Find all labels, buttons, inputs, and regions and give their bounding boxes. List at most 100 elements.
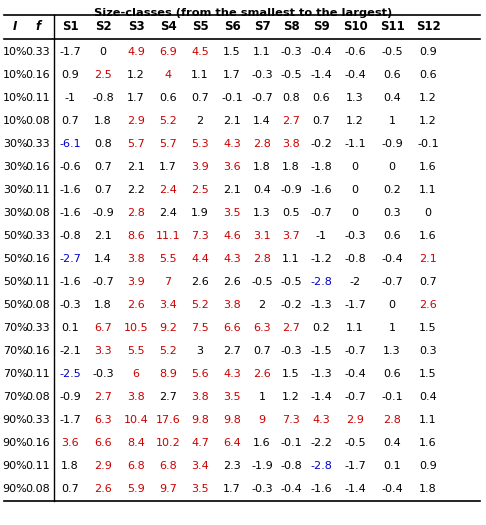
Text: 0.6: 0.6 xyxy=(312,93,330,103)
Text: 0.08: 0.08 xyxy=(26,392,51,402)
Text: -0.4: -0.4 xyxy=(381,254,403,264)
Text: 11.1: 11.1 xyxy=(156,231,180,241)
Text: 0.33: 0.33 xyxy=(26,231,51,241)
Text: 50%: 50% xyxy=(3,300,27,310)
Text: 1.5: 1.5 xyxy=(419,369,437,379)
Text: 0.11: 0.11 xyxy=(26,461,51,471)
Text: 5.2: 5.2 xyxy=(191,300,209,310)
Text: -2.5: -2.5 xyxy=(59,369,81,379)
Text: -0.9: -0.9 xyxy=(59,392,81,402)
Text: S2: S2 xyxy=(95,20,111,34)
Text: 1.6: 1.6 xyxy=(419,438,437,448)
Text: 5.5: 5.5 xyxy=(159,254,177,264)
Text: 3.8: 3.8 xyxy=(282,139,300,149)
Text: 2.7: 2.7 xyxy=(94,392,112,402)
Text: 1.8: 1.8 xyxy=(94,300,112,310)
Text: 0: 0 xyxy=(351,185,359,195)
Text: -1.7: -1.7 xyxy=(344,300,366,310)
Text: 0.9: 0.9 xyxy=(61,70,79,80)
Text: -0.3: -0.3 xyxy=(280,47,302,57)
Text: 9: 9 xyxy=(259,415,265,425)
Text: -2.1: -2.1 xyxy=(59,346,81,356)
Text: 2.6: 2.6 xyxy=(419,300,437,310)
Text: 0.5: 0.5 xyxy=(282,208,300,218)
Text: 0.8: 0.8 xyxy=(94,139,112,149)
Text: f: f xyxy=(35,20,40,34)
Text: 0.11: 0.11 xyxy=(26,277,51,287)
Text: 70%: 70% xyxy=(2,369,27,379)
Text: 4.9: 4.9 xyxy=(127,47,145,57)
Text: 0: 0 xyxy=(388,300,396,310)
Text: 1.5: 1.5 xyxy=(282,369,300,379)
Text: 70%: 70% xyxy=(2,346,27,356)
Text: -1.3: -1.3 xyxy=(310,300,332,310)
Text: 4.6: 4.6 xyxy=(223,231,241,241)
Text: -0.3: -0.3 xyxy=(344,231,366,241)
Text: 0.2: 0.2 xyxy=(383,185,401,195)
Text: 1.2: 1.2 xyxy=(282,392,300,402)
Text: -0.2: -0.2 xyxy=(310,139,332,149)
Text: 1.7: 1.7 xyxy=(223,484,241,494)
Text: 0.4: 0.4 xyxy=(419,392,437,402)
Text: 4.3: 4.3 xyxy=(223,139,241,149)
Text: S12: S12 xyxy=(416,20,440,34)
Text: -0.1: -0.1 xyxy=(417,139,439,149)
Text: 1.9: 1.9 xyxy=(191,208,209,218)
Text: 0.7: 0.7 xyxy=(61,116,79,126)
Text: 30%: 30% xyxy=(3,208,27,218)
Text: -1.4: -1.4 xyxy=(310,392,332,402)
Text: -1.5: -1.5 xyxy=(310,346,332,356)
Text: 2.6: 2.6 xyxy=(223,277,241,287)
Text: 0: 0 xyxy=(388,162,396,172)
Text: 1.2: 1.2 xyxy=(419,93,437,103)
Text: 1.1: 1.1 xyxy=(191,70,209,80)
Text: 6.3: 6.3 xyxy=(253,323,271,333)
Text: -2.7: -2.7 xyxy=(59,254,81,264)
Text: 90%: 90% xyxy=(2,484,27,494)
Text: 1: 1 xyxy=(388,323,396,333)
Text: -0.3: -0.3 xyxy=(280,346,302,356)
Text: 5.7: 5.7 xyxy=(127,139,145,149)
Text: -0.7: -0.7 xyxy=(381,277,403,287)
Text: 1.8: 1.8 xyxy=(61,461,79,471)
Text: 90%: 90% xyxy=(2,415,27,425)
Text: -0.3: -0.3 xyxy=(59,300,81,310)
Text: 8.4: 8.4 xyxy=(127,438,145,448)
Text: 1.7: 1.7 xyxy=(223,70,241,80)
Text: 2.6: 2.6 xyxy=(191,277,209,287)
Text: -1: -1 xyxy=(315,231,327,241)
Text: 2.8: 2.8 xyxy=(253,254,271,264)
Text: 0.11: 0.11 xyxy=(26,93,51,103)
Text: -0.3: -0.3 xyxy=(251,484,273,494)
Text: 10%: 10% xyxy=(3,93,27,103)
Text: 1.4: 1.4 xyxy=(253,116,271,126)
Text: S1: S1 xyxy=(62,20,78,34)
Text: 2.8: 2.8 xyxy=(383,415,401,425)
Text: 6: 6 xyxy=(133,369,139,379)
Text: 5.5: 5.5 xyxy=(127,346,145,356)
Text: 6.9: 6.9 xyxy=(159,47,177,57)
Text: 0.6: 0.6 xyxy=(419,70,437,80)
Text: -2: -2 xyxy=(349,277,361,287)
Text: -0.9: -0.9 xyxy=(92,208,114,218)
Text: 0.11: 0.11 xyxy=(26,185,51,195)
Text: -0.6: -0.6 xyxy=(59,162,81,172)
Text: 0.33: 0.33 xyxy=(26,47,51,57)
Text: -1.6: -1.6 xyxy=(59,277,81,287)
Text: 0.6: 0.6 xyxy=(383,231,401,241)
Text: -0.4: -0.4 xyxy=(344,70,366,80)
Text: 1.1: 1.1 xyxy=(419,185,437,195)
Text: -0.3: -0.3 xyxy=(92,369,114,379)
Text: 5.7: 5.7 xyxy=(159,139,177,149)
Text: -0.8: -0.8 xyxy=(344,254,366,264)
Text: 3.8: 3.8 xyxy=(223,300,241,310)
Text: S11: S11 xyxy=(380,20,404,34)
Text: S8: S8 xyxy=(283,20,299,34)
Text: -0.8: -0.8 xyxy=(92,93,114,103)
Text: 9.2: 9.2 xyxy=(159,323,177,333)
Text: 6.6: 6.6 xyxy=(94,438,112,448)
Text: 0.9: 0.9 xyxy=(419,461,437,471)
Text: -2.8: -2.8 xyxy=(310,277,332,287)
Text: 2: 2 xyxy=(196,116,204,126)
Text: 50%: 50% xyxy=(3,231,27,241)
